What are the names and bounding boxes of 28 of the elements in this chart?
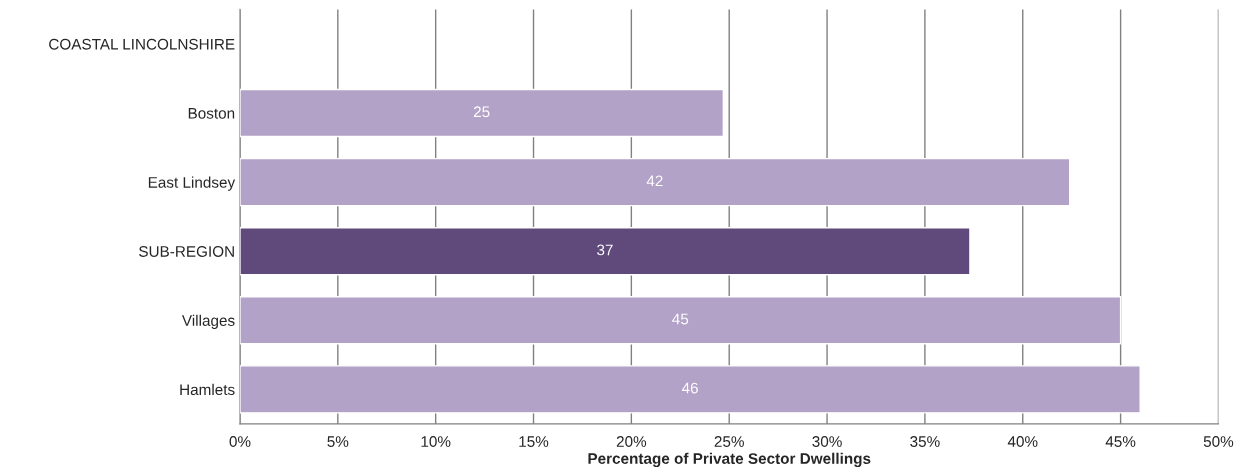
bar [239,227,971,276]
y-tick-label: Hamlets [180,383,235,396]
x-axis-title: Percentage of Private Sector Dwellings [588,452,871,468]
data-label: 25 [473,106,490,118]
bar [239,365,1141,414]
y-tick-label: SUB-REGION [139,246,234,257]
x-tick-label: 0% [229,436,251,447]
x-tick-label: 5% [327,436,349,447]
bar [239,296,1122,345]
x-tick-label: 10% [421,436,451,447]
y-tick-label: COASTAL LINCOLNSHIRE [49,38,235,50]
y-tick-label: East Lindsey [148,176,236,191]
y-tick-label: Villages [181,314,235,329]
y-tick-label: Boston [188,108,235,119]
bar [239,157,1071,207]
data-label: 37 [597,244,613,256]
x-tick-label: 40% [1007,436,1038,447]
x-tick-label: 45% [1105,436,1136,447]
x-tick-label: 35% [910,436,940,447]
x-tick-label: 50% [1203,436,1234,447]
data-label: 42 [646,175,663,187]
x-tick-label: 15% [519,436,549,447]
bar [239,88,725,138]
x-tick-label: 30% [812,436,842,447]
x-tick-label: 20% [616,436,647,447]
data-label: 46 [681,382,698,394]
data-label: 45 [672,313,689,325]
x-tick-label: 25% [714,436,744,447]
